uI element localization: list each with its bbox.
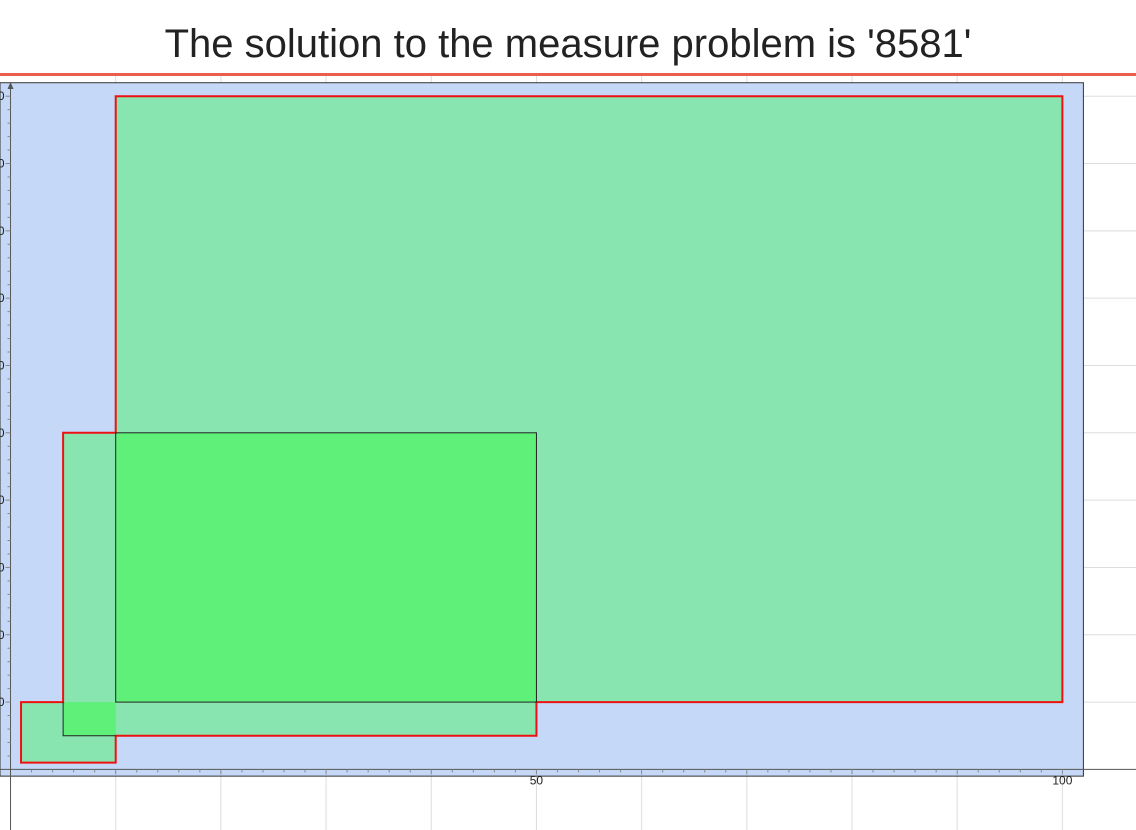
- overlap-region-small: [63, 702, 116, 736]
- y-tick-label: 40: [0, 493, 5, 507]
- measure-chart: 50 100 10 20 30 40 50 60 70 80 90 100: [0, 76, 1136, 830]
- x-tick-label: 100: [1052, 773, 1072, 787]
- inner-outline: [62, 702, 116, 737]
- y-tick-label: 20: [0, 628, 5, 642]
- y-tick-label: 10: [0, 695, 5, 709]
- x-tick-label: 50: [530, 773, 544, 787]
- rectangles: [21, 96, 1063, 763]
- overlap-region: [115, 432, 537, 703]
- title-bar: The solution to the measure problem is '…: [0, 0, 1136, 76]
- outlines: [20, 95, 1064, 764]
- y-tick-label: 90: [0, 157, 5, 171]
- y-tick-label: 30: [0, 560, 5, 574]
- y-tick-label: 70: [0, 291, 5, 305]
- axes: [0, 82, 1136, 830]
- y-tick-label: 60: [0, 358, 5, 372]
- tick-labels: 50 100 10 20 30 40 50 60 70 80 90 100: [0, 89, 1073, 787]
- overlap-outline: [115, 432, 537, 703]
- y-axis-arrow: [7, 82, 14, 89]
- y-tick-label: 50: [0, 426, 5, 440]
- y-tick-label: 80: [0, 224, 5, 238]
- y-tick-label: 100: [0, 89, 5, 103]
- chart-title: The solution to the measure problem is '…: [164, 22, 972, 66]
